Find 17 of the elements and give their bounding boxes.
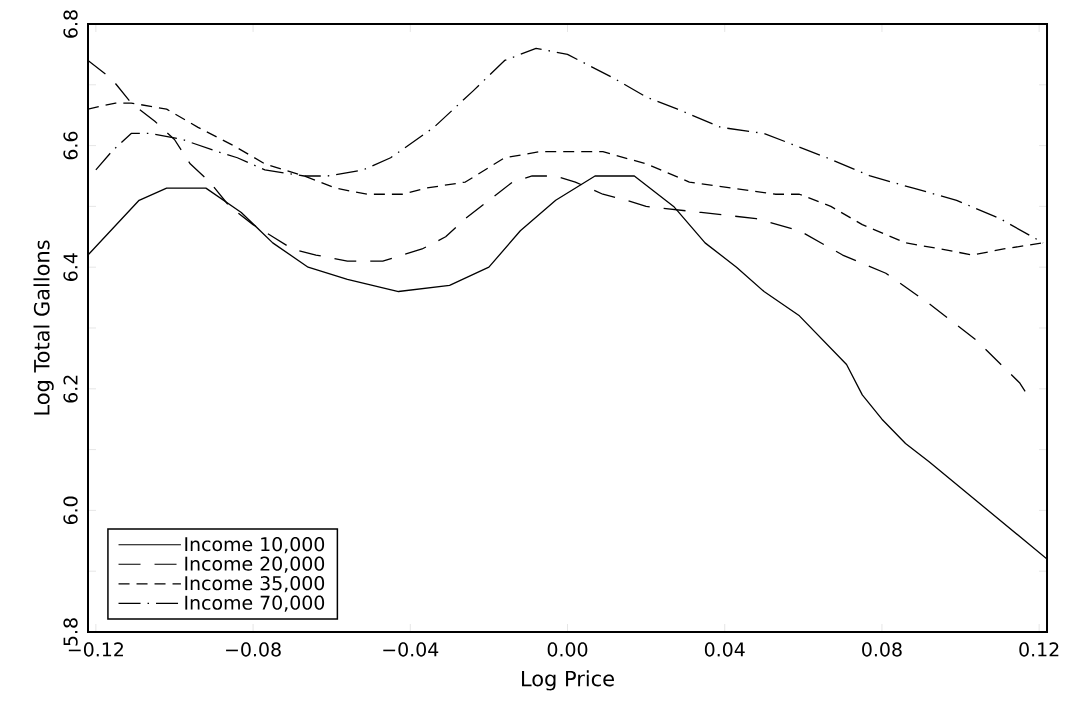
y-tick-label: 6.2: [63, 375, 78, 403]
x-tick-label: 0.00: [547, 642, 588, 657]
x-tick-label: −0.08: [226, 642, 281, 657]
x-axis-title: Log Price: [522, 670, 614, 691]
x-tick-label: 0.12: [1019, 642, 1059, 657]
y-tick-label: 6.8: [63, 10, 78, 38]
legend-label: Income 70,000: [185, 595, 325, 612]
x-tick-label: −0.04: [383, 642, 439, 657]
x-tick-label: 0.04: [704, 642, 745, 657]
legend-label: Income 20,000: [185, 556, 325, 573]
y-axis-title: Log Total Gallons: [33, 240, 54, 415]
x-tick-label: 0.08: [862, 642, 902, 657]
y-tick-label: 6.6: [63, 131, 78, 160]
y-tick-label: 6.0: [63, 496, 78, 525]
y-tick-label: 6.4: [63, 253, 78, 281]
legend-label: Income 35,000: [185, 576, 325, 593]
legend-label: Income 10,000: [185, 536, 325, 554]
